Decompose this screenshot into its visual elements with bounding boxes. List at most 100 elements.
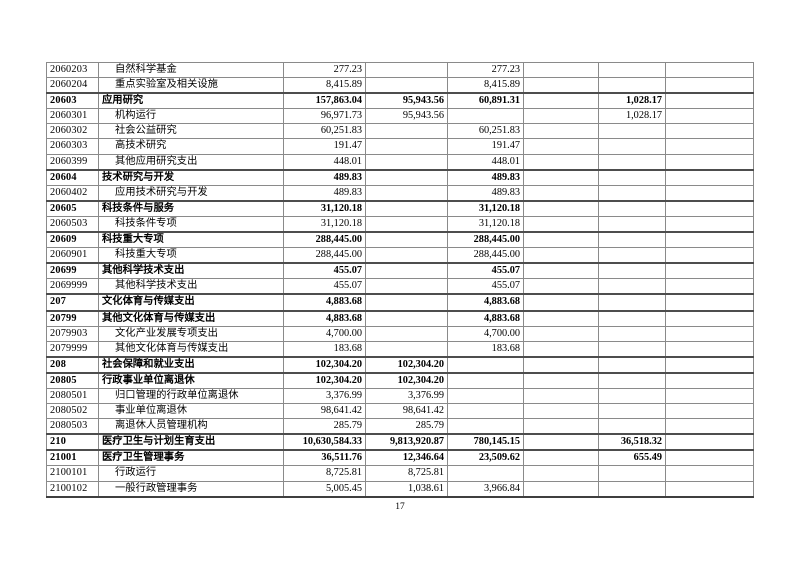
cell-value xyxy=(665,278,754,295)
cell-value xyxy=(665,465,754,482)
cell-value: 4,883.68 xyxy=(283,293,366,312)
cell-name: 高技术研究 xyxy=(98,138,284,155)
table-row: 207 文化体育与传媒支出 4,883.68 4,883.68 xyxy=(46,293,754,312)
cell-value xyxy=(598,184,666,202)
cell-value: 455.07 xyxy=(447,262,524,280)
budget-table-body: 2060203 自然科学基金 277.23 277.23 2060204 重点实… xyxy=(46,61,754,498)
table-row: 208 社会保障和就业支出 102,304.20 102,304.20 xyxy=(46,355,754,374)
cell-name: 社会公益研究 xyxy=(98,123,284,140)
table-row: 2060303 高技术研究 191.47 191.47 xyxy=(46,138,754,155)
cell-value xyxy=(598,215,666,233)
cell-name: 其他文化体育与传媒支出 xyxy=(98,309,284,327)
cell-code: 2100101 xyxy=(46,465,99,482)
cell-value xyxy=(523,215,599,233)
cell-value xyxy=(365,278,448,295)
cell-value xyxy=(665,387,754,405)
cell-name: 其他科学技术支出 xyxy=(98,262,284,280)
cell-value: 183.68 xyxy=(283,340,366,358)
cell-value: 8,415.89 xyxy=(447,77,524,94)
cell-name: 事业单位离退休 xyxy=(98,403,284,420)
cell-code: 2079999 xyxy=(46,340,99,358)
cell-value xyxy=(665,403,754,420)
cell-name: 应用研究 xyxy=(98,92,284,110)
cell-value xyxy=(598,340,666,358)
cell-value xyxy=(665,168,754,186)
cell-code: 20609 xyxy=(46,231,99,249)
cell-value xyxy=(598,480,666,498)
table-row: 210 医疗卫生与计划生育支出 10,630,584.33 9,813,920.… xyxy=(46,433,754,451)
cell-value xyxy=(598,309,666,327)
cell-value: 1,028.17 xyxy=(598,92,666,110)
cell-value xyxy=(598,123,666,140)
cell-value xyxy=(523,418,599,435)
cell-value xyxy=(665,77,754,94)
cell-value xyxy=(523,340,599,358)
cell-value: 285.79 xyxy=(365,418,448,435)
table-row: 2060203 自然科学基金 277.23 277.23 xyxy=(46,61,754,79)
cell-value xyxy=(365,325,448,342)
table-row: 2079999 其他文化体育与传媒支出 183.68 183.68 xyxy=(46,340,754,358)
cell-value: 12,346.64 xyxy=(365,449,448,467)
cell-code: 2060301 xyxy=(46,108,99,125)
cell-value xyxy=(665,247,754,264)
cell-value: 285.79 xyxy=(283,418,366,435)
cell-name: 离退休人员管理机构 xyxy=(98,418,284,435)
cell-value xyxy=(665,340,754,358)
cell-value xyxy=(598,325,666,342)
cell-name: 其他文化体育与传媒支出 xyxy=(98,340,284,358)
table-row: 20609 科技重大专项 288,445.00 288,445.00 xyxy=(46,231,754,249)
cell-value xyxy=(665,449,754,467)
cell-value xyxy=(665,325,754,342)
cell-value xyxy=(598,293,666,312)
cell-value: 31,120.18 xyxy=(283,199,366,217)
table-row: 20699 其他科学技术支出 455.07 455.07 xyxy=(46,262,754,280)
cell-value: 102,304.20 xyxy=(283,355,366,374)
table-row: 20603 应用研究 157,863.04 95,943.56 60,891.3… xyxy=(46,92,754,110)
cell-value: 8,725.81 xyxy=(283,465,366,482)
cell-value: 3,966.84 xyxy=(447,480,524,498)
cell-code: 2080503 xyxy=(46,418,99,435)
cell-value xyxy=(523,199,599,217)
cell-code: 2080502 xyxy=(46,403,99,420)
cell-code: 2060203 xyxy=(46,61,99,79)
cell-value: 31,120.18 xyxy=(447,215,524,233)
cell-value xyxy=(523,77,599,94)
cell-value xyxy=(598,418,666,435)
cell-value xyxy=(665,433,754,451)
cell-value xyxy=(665,138,754,155)
cell-value xyxy=(598,355,666,374)
cell-name: 科技重大专项 xyxy=(98,247,284,264)
cell-value xyxy=(665,231,754,249)
cell-value: 98,641.42 xyxy=(365,403,448,420)
cell-value xyxy=(365,215,448,233)
page-number: 17 xyxy=(395,502,405,512)
cell-value: 98,641.42 xyxy=(283,403,366,420)
cell-code: 2060402 xyxy=(46,184,99,202)
cell-name: 其他科学技术支出 xyxy=(98,278,284,295)
cell-value xyxy=(598,247,666,264)
cell-value xyxy=(523,184,599,202)
cell-value xyxy=(598,138,666,155)
cell-value xyxy=(523,108,599,125)
table-row: 2060901 科技重大专项 288,445.00 288,445.00 xyxy=(46,247,754,264)
cell-value xyxy=(523,278,599,295)
cell-value: 448.01 xyxy=(283,153,366,171)
cell-code: 210 xyxy=(46,433,99,451)
table-row: 2069999 其他科学技术支出 455.07 455.07 xyxy=(46,278,754,295)
cell-value: 9,813,920.87 xyxy=(365,433,448,451)
cell-code: 2080501 xyxy=(46,387,99,405)
cell-value: 31,120.18 xyxy=(283,215,366,233)
cell-value xyxy=(523,371,599,389)
cell-code: 2060302 xyxy=(46,123,99,140)
cell-value xyxy=(523,309,599,327)
cell-value xyxy=(523,449,599,467)
cell-value: 60,251.83 xyxy=(447,123,524,140)
cell-value: 157,863.04 xyxy=(283,92,366,110)
cell-value xyxy=(365,184,448,202)
cell-value: 60,891.31 xyxy=(447,92,524,110)
cell-name: 文化产业发展专项支出 xyxy=(98,325,284,342)
cell-value xyxy=(447,403,524,420)
cell-value xyxy=(598,153,666,171)
cell-value: 23,509.62 xyxy=(447,449,524,467)
